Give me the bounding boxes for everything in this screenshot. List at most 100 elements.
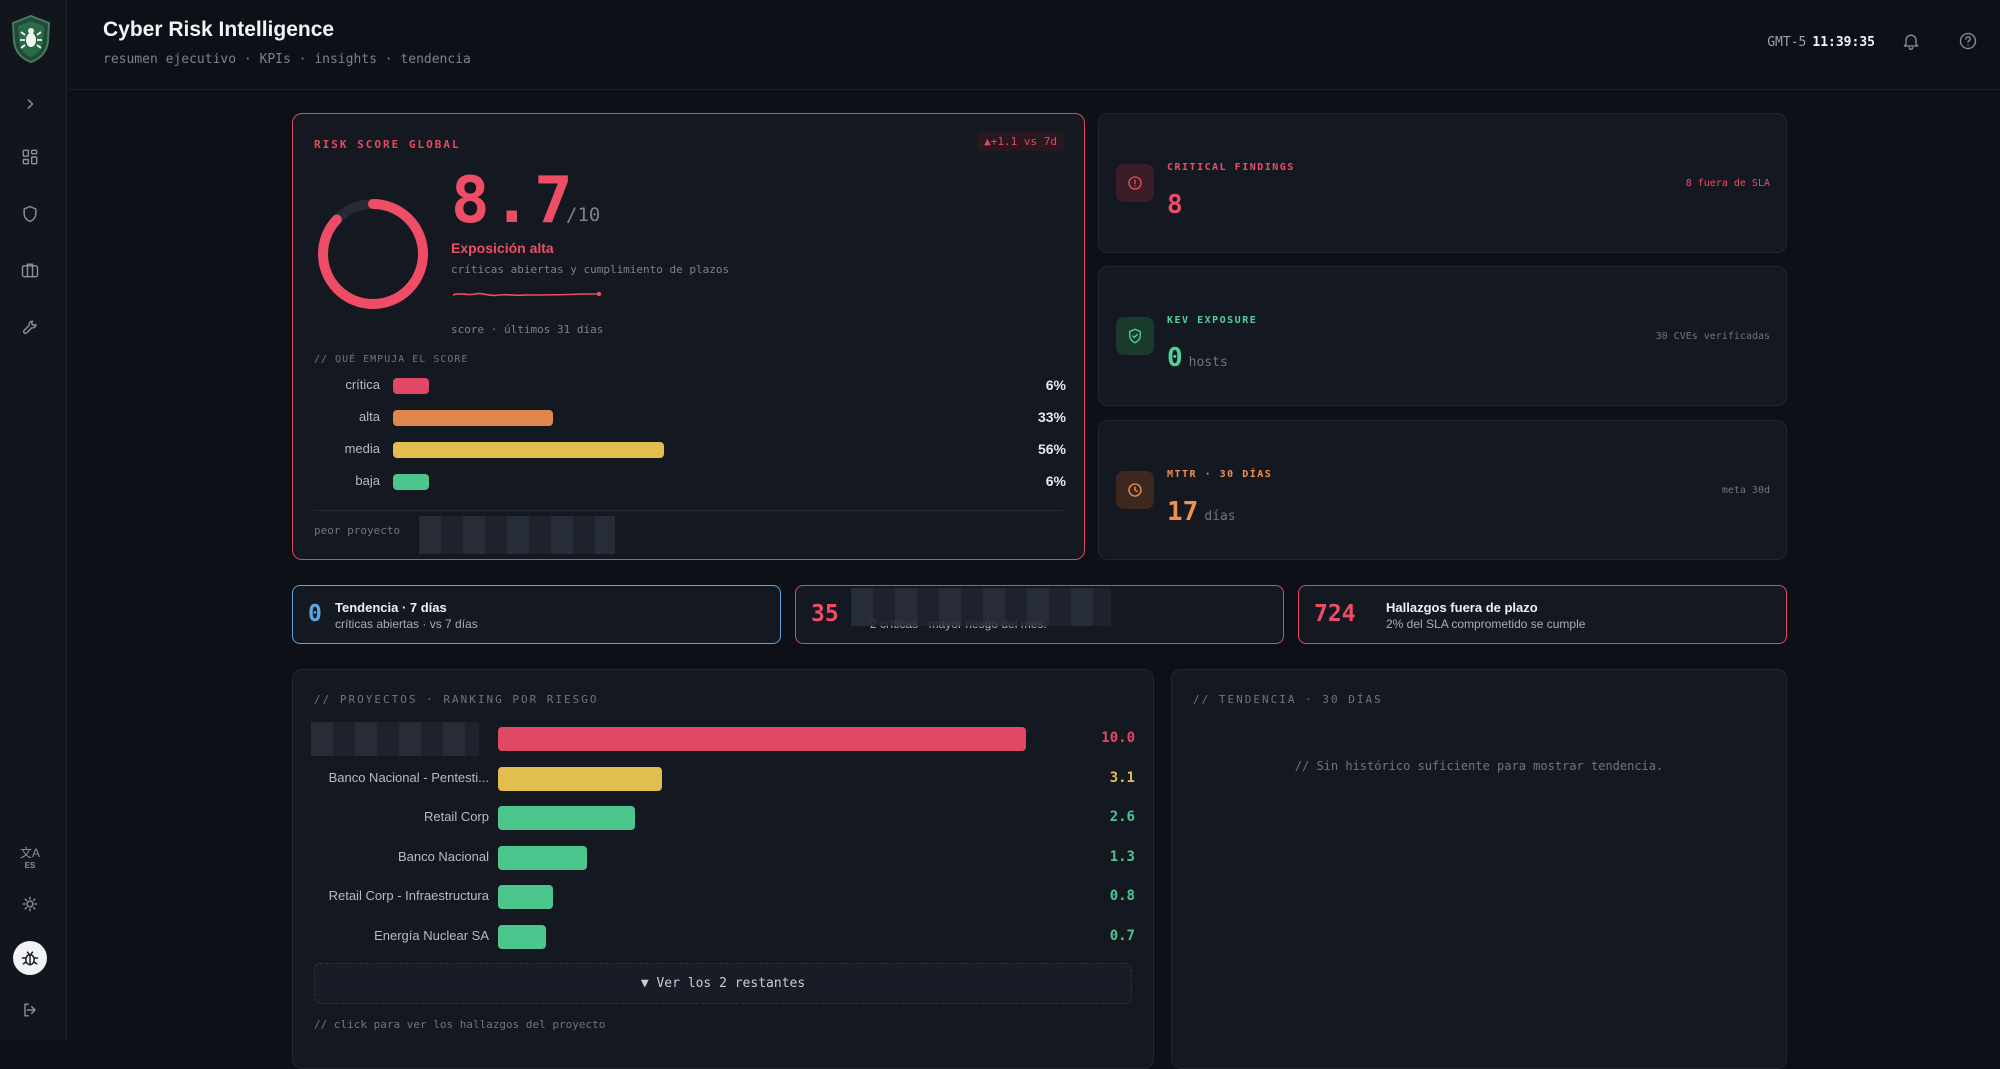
redacted-insight [851,588,1111,626]
project-row[interactable]: Retail Corp - Infraestructura 0.8 [293,882,1155,910]
project-bar [498,806,636,831]
insight-title: Tendencia · 7 días [335,600,447,615]
project-score: 0.7 [1109,928,1135,944]
risk-score-card: RISK SCORE GLOBAL ▲+1.1 vs 7d 8.7 /10 Ex… [292,113,1085,560]
logout-icon[interactable] [18,998,42,1022]
kpi-label: CRITICAL FINDINGS [1167,162,1295,173]
kpi-unit: hosts [1188,355,1228,370]
risk-score-max: /10 [566,204,601,226]
kpi-card[interactable]: CRITICAL FINDINGS 8 8 fuera de SLA [1098,113,1787,253]
driver-bar [393,378,429,394]
project-score: 10.0 [1101,730,1135,746]
driver-row: baja 6% [293,471,1086,493]
sidebar: 文A ES [0,0,67,1041]
wrench-icon[interactable] [18,315,42,339]
driver-bar [393,442,664,458]
insight-number: 35 [811,601,839,627]
project-name: Banco Nacional - Pentesti... [328,769,489,785]
project-row[interactable]: Retail Corp 2.6 [293,803,1155,831]
page-title: Cyber Risk Intelligence [103,18,335,41]
shield-icon[interactable] [18,202,42,226]
project-row[interactable]: Energía Nuclear SA 0.7 [293,922,1155,950]
project-score: 3.1 [1109,769,1135,786]
driver-row: alta 33% [293,407,1086,429]
trend-title: // TENDENCIA · 30 DÍAS [1193,693,1383,706]
user-avatar[interactable] [13,941,47,975]
driver-name: crítica [345,377,380,392]
language-toggle[interactable]: 文A ES [19,846,40,870]
project-row[interactable]: Banco Nacional 1.3 [293,843,1155,871]
project-score: 2.6 [1109,809,1135,826]
insight-card[interactable]: 724 Hallazgos fuera de plazo 2% del SLA co… [1298,585,1787,644]
worst-project-label: peor proyecto [314,524,401,537]
exposure-description: críticas abiertas y cumplimiento de plaz… [451,263,730,276]
clock: GMT-5 11:39:35 [1767,35,1875,50]
project-row[interactable]: 10.0 [293,724,1155,752]
kpi-value: 0 [1167,343,1183,373]
insight-title: Hallazgos fuera de plazo [1386,600,1538,615]
kpi-card[interactable]: KEV EXPOSURE 0 hosts 30 CVEs verificadas [1098,266,1787,406]
kpi-note: 30 CVEs verificadas [1655,331,1770,342]
help-icon[interactable] [1958,31,1980,53]
kpi-label: KEV EXPOSURE [1167,315,1258,326]
page-subtitle: resumen ejecutivo · KPIs · insights · te… [103,52,471,67]
redacted-worst-project [419,516,615,554]
trend-empty-message: // Sin histórico suficiente para mostrar… [1294,759,1664,773]
trend-card: // TENDENCIA · 30 DÍAS // Sin histórico … [1171,669,1787,1069]
dashboard-icon[interactable] [18,145,42,169]
risk-gauge [318,199,428,309]
project-bar [498,727,1026,751]
kpi-value: 17 [1167,497,1199,527]
insight-subtitle: 2% del SLA comprometido se cumple [1386,617,1586,631]
kpi-card[interactable]: MTTR · 30 DÍAS 17 días meta 30d [1098,420,1787,560]
kpi-value-wrap: 0 hosts [1167,343,1228,373]
driver-pct: 6% [1045,377,1066,393]
project-score: 0.8 [1109,888,1135,905]
risk-score-label: RISK SCORE GLOBAL [314,138,461,151]
project-row[interactable]: Banco Nacional - Pentesti... 3.1 [293,764,1155,792]
project-name: Banco Nacional [397,848,489,864]
bell-icon[interactable] [1901,31,1923,53]
kpi-label: MTTR · 30 DÍAS [1167,469,1273,480]
risk-delta-badge: ▲+1.1 vs 7d [977,132,1064,151]
kpi-value: 8 [1167,190,1183,220]
driver-name: media [344,441,380,456]
project-name: Retail Corp [423,809,489,825]
briefcase-icon[interactable] [18,258,42,282]
project-name: Retail Corp - Infraestructura [328,888,489,904]
driver-pct: 33% [1037,409,1066,425]
insight-card[interactable]: 0 Tendencia · 7 días críticas abiertas · v… [292,585,781,644]
project-bar [498,845,588,870]
kpi-note: meta 30d [1721,485,1770,496]
exposure-level: Exposición alta [451,240,554,256]
project-bar [498,925,547,949]
driver-pct: 56% [1037,441,1066,457]
insight-number: 0 [308,601,322,627]
driver-bar [393,410,553,426]
project-bar [498,885,553,910]
drivers-title: // QUÉ EMPUJA EL SCORE [314,354,469,365]
top-bar: Cyber Risk Intelligence resumen ejecutiv… [67,0,2000,90]
translate-icon: 文A [19,846,40,860]
insight-number: 724 [1314,601,1356,627]
show-more-button[interactable]: ▼ Ver los 2 restantes [314,963,1132,1004]
insight-card[interactable]: 352 críticas · mayor riesgo del mes. [795,585,1284,644]
score-sparkline [452,291,602,297]
project-bar [498,766,662,791]
driver-name: baja [355,473,380,488]
redacted-project-name [311,722,479,756]
clock-icon [1116,471,1154,509]
driver-bar [393,474,429,490]
project-name: Energía Nuclear SA [374,928,489,943]
projects-ranking-card: // PROYECTOS · RANKING POR RIESGO 10.0 Ba… [292,669,1154,1069]
divider [314,510,1063,511]
sun-icon[interactable] [18,892,42,916]
shield-check-icon [1116,317,1154,355]
app-logo[interactable] [10,14,52,64]
driver-pct: 6% [1045,473,1066,489]
chevron-right-icon[interactable] [18,92,42,116]
projects-title: // PROYECTOS · RANKING POR RIESGO [314,693,599,706]
timezone: GMT-5 [1767,35,1807,50]
risk-score-value: 8.7 [451,164,576,238]
project-score: 1.3 [1109,848,1135,865]
